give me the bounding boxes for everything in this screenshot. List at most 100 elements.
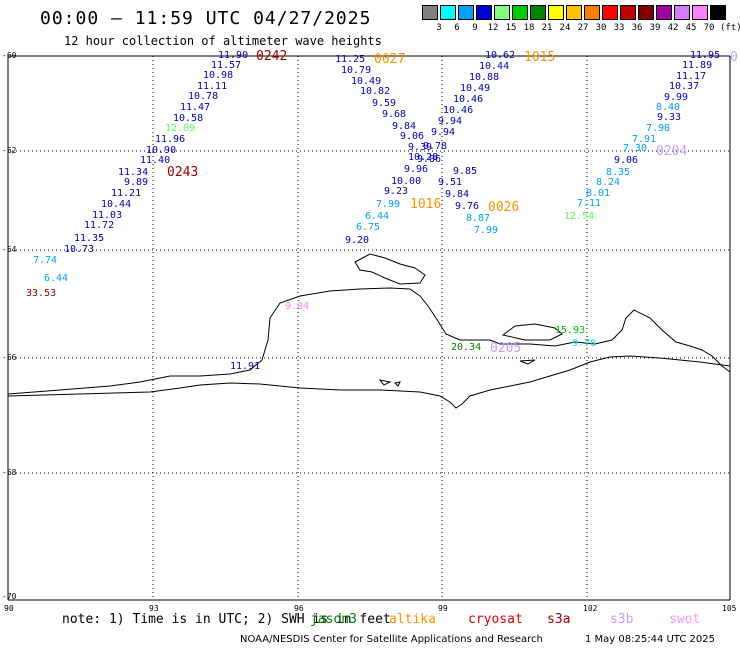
wave-height-label: 33.53 <box>26 288 57 299</box>
wave-height-label: 11.96 <box>155 134 186 145</box>
wave-height-label: 11.11 <box>197 81 228 92</box>
wave-height-label: 11.03 <box>92 210 123 221</box>
wave-height-label: 11.21 <box>111 188 142 199</box>
pass-id-label: 0204 <box>656 144 688 159</box>
scale-tick-label: 15 <box>505 23 517 33</box>
longitude-tick-label: 102 <box>583 604 598 613</box>
scale-swatch <box>422 5 438 20</box>
chart-title: 00:00 — 11:59 UTC 04/27/2025 <box>40 8 372 29</box>
pass-id-label: 1016 <box>410 197 442 212</box>
pass-id-label: 1015 <box>524 50 556 65</box>
generated-timestamp: 1 May 08:25:44 UTC 2025 <box>585 634 715 645</box>
wave-height-label: 7.74 <box>33 255 58 266</box>
wave-height-label: 9.96 <box>404 164 429 175</box>
latitude-tick-label: -64 <box>2 245 17 254</box>
wave-height-label: 10.49 <box>351 76 382 87</box>
scale-swatch <box>620 5 636 20</box>
scale-tick-label: 21 <box>541 23 553 33</box>
wave-height-label: 11.40 <box>140 155 171 166</box>
wave-height-label: 12.09 <box>165 123 196 134</box>
satellite-legend-entry: altika <box>389 612 436 627</box>
scale-tick-label: 18 <box>523 23 535 33</box>
antarctic-coast <box>7 287 731 395</box>
scale-tick-label: 3 <box>436 23 442 33</box>
longitude-tick-label: 96 <box>294 604 304 613</box>
scale-swatch <box>476 5 492 20</box>
wave-height-label: 9.94 <box>431 127 456 138</box>
pass-id-label: 0026 <box>488 200 520 215</box>
credit-text: NOAA/NESDIS Center for Satellite Applica… <box>240 634 543 645</box>
wave-height-label: 12.54 <box>564 211 595 222</box>
wave-height-label: 9.84 <box>445 189 470 200</box>
scale-swatch <box>512 5 528 20</box>
scale-tick-label: 42 <box>667 23 679 33</box>
pass-id-label: 0205 <box>490 341 522 356</box>
scale-tick-label: 45 <box>685 23 697 33</box>
wave-height-label: 9.99 <box>664 92 689 103</box>
scale-tick-label: 6 <box>454 23 460 33</box>
wave-height-label: 8.24 <box>596 177 621 188</box>
satellite-legend-entry: jason3 <box>310 612 357 627</box>
wave-height-label: 11.89 <box>682 60 713 71</box>
scale-tick-label: 24 <box>559 23 571 33</box>
wave-height-label: 9.51 <box>438 177 463 188</box>
longitude-tick-label: 99 <box>438 604 448 613</box>
wave-height-label: 6.75 <box>356 222 381 233</box>
wave-height-label: 10.46 <box>443 105 474 116</box>
wave-height-label: 11.25 <box>335 54 366 65</box>
scale-swatch <box>638 5 654 20</box>
wave-height-label: 9.33 <box>657 112 682 123</box>
wave-height-label: 10.90 <box>146 145 177 156</box>
wave-height-label: 11.17 <box>676 71 707 82</box>
wave-height-label: 9.39 <box>408 142 433 153</box>
scale-tick-label: 33 <box>613 23 625 33</box>
scale-swatch <box>566 5 582 20</box>
wave-height-label: 8.40 <box>656 102 681 113</box>
wave-height-label: 11.47 <box>180 102 211 113</box>
footer-note: note: 1) Time is in UTC; 2) SWH is in fe… <box>62 612 391 627</box>
satellite-legend-entry: s3b <box>610 612 634 627</box>
wave-height-label: 6.44 <box>44 273 69 284</box>
wave-height-label: 7.11 <box>577 198 602 209</box>
scale-swatch <box>710 5 726 20</box>
wave-height-label: 9.89 <box>124 177 149 188</box>
islet-3 <box>519 359 536 365</box>
wave-height-label: 7.30 <box>623 143 648 154</box>
islet-1 <box>378 379 392 386</box>
graticule <box>8 56 730 600</box>
pass-id-label: 0242 <box>256 49 288 64</box>
scale-tick-label: 12 <box>487 23 499 33</box>
wave-height-label: 10.00 <box>391 176 422 187</box>
wave-height-label: 9.06 <box>400 131 425 142</box>
wave-height-label: 9.20 <box>345 235 370 246</box>
chart-subtitle: 12 hour collection of altimeter wave hei… <box>64 34 382 48</box>
latitude-tick-label: -68 <box>2 468 17 477</box>
wave-height-label: 10.78 <box>188 91 219 102</box>
wave-height-label: 10.46 <box>453 94 484 105</box>
wave-height-label: 8.01 <box>586 188 611 199</box>
satellite-legend-entry: cryosat <box>468 612 523 627</box>
scale-tick-label: 70 <box>703 23 715 33</box>
wave-height-label: 9.78 <box>423 141 448 152</box>
scale-swatch <box>548 5 564 20</box>
wave-height-label: 10.49 <box>460 83 491 94</box>
wave-height-label: 10.79 <box>341 65 372 76</box>
latitude-tick-label: -70 <box>2 592 17 601</box>
pass-id-label: 0027 <box>374 52 406 67</box>
wave-height-label: 9.68 <box>382 109 407 120</box>
wave-height-label: 9.23 <box>384 186 409 197</box>
map-frame <box>7 55 731 601</box>
scale-tick-label: 9 <box>472 23 478 33</box>
wave-height-label: 11.72 <box>84 220 115 231</box>
pass-id-label: 0243 <box>167 165 199 180</box>
longitude-tick-label: 105 <box>722 604 737 613</box>
longitude-tick-label: 90 <box>4 604 14 613</box>
wave-height-label: 9.76 <box>455 201 480 212</box>
wave-height-label: 20.34 <box>451 342 482 353</box>
scale-swatch <box>530 5 546 20</box>
scale-tick-label: 30 <box>595 23 607 33</box>
wave-height-label: 9.06 <box>614 155 639 166</box>
wave-height-label: 10.44 <box>479 61 510 72</box>
scale-swatch <box>458 5 474 20</box>
